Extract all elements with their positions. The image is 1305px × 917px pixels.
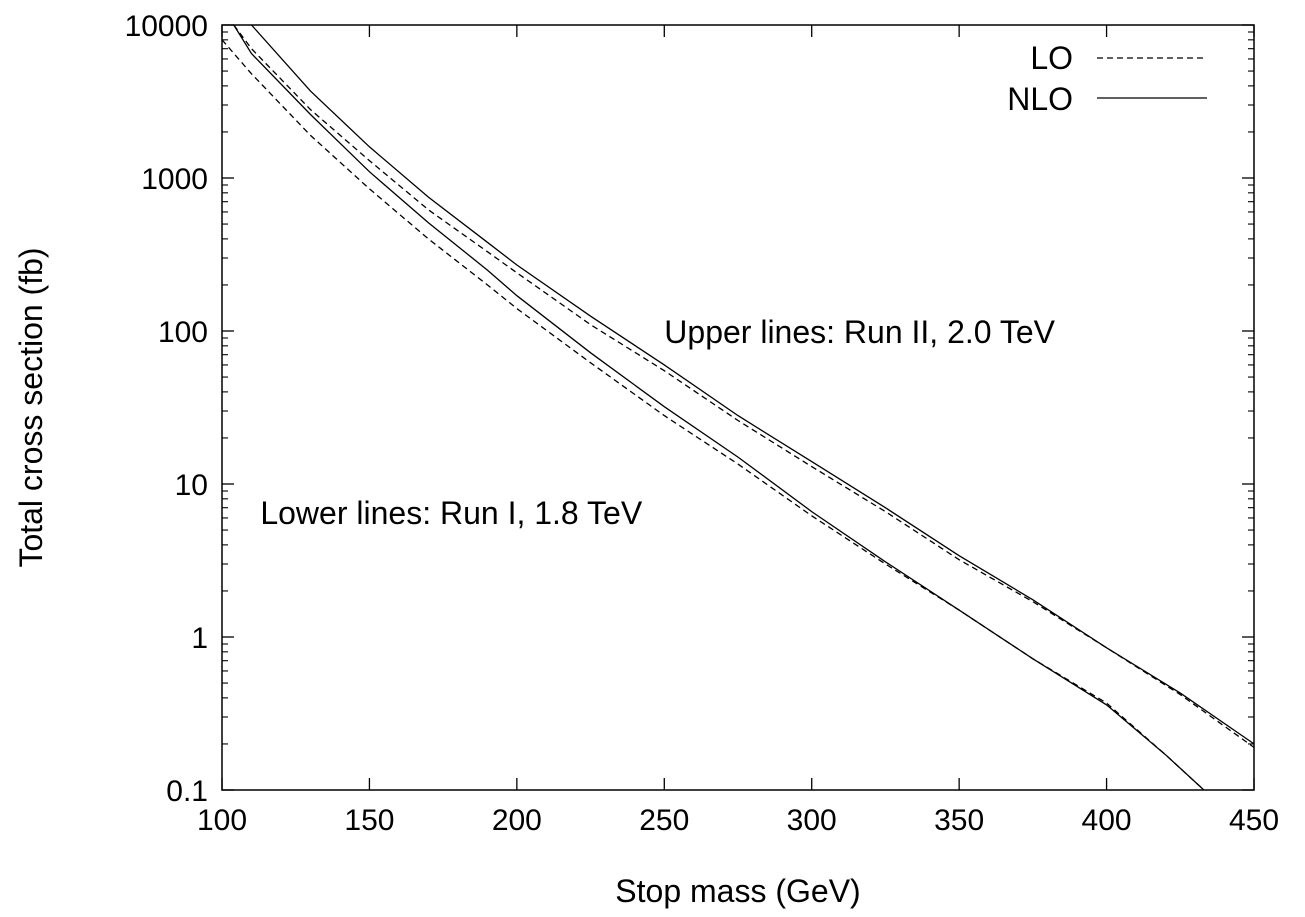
annotation-lower-lines: Lower lines: Run I, 1.8 TeV — [260, 495, 643, 531]
series-layer — [222, 25, 1254, 790]
y-axis-title: Total cross section (fb) — [13, 247, 49, 567]
x-axis-title: Stop mass (GeV) — [615, 873, 860, 909]
y-tick-label: 0.1 — [166, 775, 208, 808]
x-tick-label: 150 — [344, 804, 394, 837]
x-tick-label: 300 — [787, 804, 837, 837]
annotation-upper-lines: Upper lines: Run II, 2.0 TeV — [664, 314, 1055, 350]
legend-label-lo: LO — [1030, 40, 1073, 76]
y-tick-label: 1000 — [141, 163, 208, 196]
y-tick-label: 10000 — [125, 10, 208, 43]
series-lo-dashed-line — [233, 25, 1254, 748]
series-lo-dashed-line — [222, 39, 1205, 790]
plot-frame — [221, 24, 1255, 791]
x-tick-label: 200 — [492, 804, 542, 837]
series-nlo-solid-line — [251, 25, 1254, 745]
x-tick-label: 250 — [639, 804, 689, 837]
x-tick-label: 400 — [1082, 804, 1132, 837]
tick-layer — [221, 24, 1255, 791]
x-tick-label: 100 — [197, 804, 247, 837]
tick-label-layer: 100 150 200 250 300 350 400 450 0.1 1 10 100 1000 100… — [125, 10, 1279, 837]
y-tick-label: 10 — [175, 469, 208, 502]
x-tick-label: 450 — [1229, 804, 1279, 837]
y-tick-label: 1 — [191, 622, 208, 655]
x-tick-label: 350 — [934, 804, 984, 837]
y-tick-label: 100 — [158, 316, 208, 349]
series-nlo-solid-line — [233, 25, 1205, 790]
legend-label-nlo: NLO — [1007, 81, 1073, 117]
legend: LO NLO — [1007, 40, 1207, 117]
